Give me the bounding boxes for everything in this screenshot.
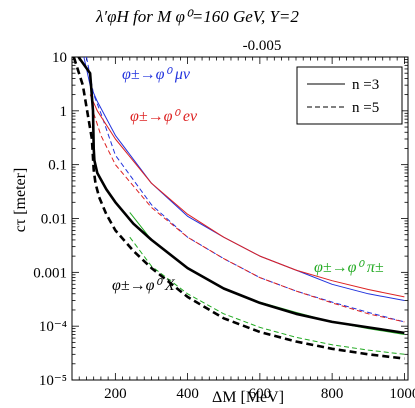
x-tick-label: 800	[321, 386, 344, 402]
series-line	[89, 94, 405, 298]
annotation: φ±→φ⁰ π±	[314, 259, 384, 276]
series-line	[77, 57, 405, 335]
x-tick-label: 600	[249, 386, 272, 402]
annotation: φ±→φ⁰ eν	[130, 108, 198, 125]
chart-title: λ′φH for M φ⁰=160 GeV, Y=2	[95, 7, 299, 26]
annotation: φ±→φ⁰ X	[112, 277, 176, 294]
annotation: φ±→φ⁰ μν	[122, 66, 191, 83]
x-tick-label: 400	[176, 386, 199, 402]
series-group	[72, 57, 405, 360]
x-tick-label: 200	[104, 386, 127, 402]
y-tick-label: 0.001	[33, 265, 67, 281]
legend-box	[296, 66, 403, 125]
y-tick-label: 1	[60, 104, 68, 120]
y-tick-label: 0.01	[41, 212, 67, 228]
legend: n =3 n =5	[296, 66, 403, 125]
y-tick-label: 10	[52, 50, 67, 66]
series-line	[129, 236, 405, 355]
y-tick-label: 10⁻⁴	[39, 319, 67, 335]
series-line	[83, 57, 405, 301]
x-axis-label: ΔM [MeV]	[212, 389, 284, 406]
legend-label: n =5	[352, 100, 379, 116]
series-line	[93, 113, 405, 323]
y-tick-label: 10⁻⁵	[39, 373, 67, 389]
y-tick-label: 0.1	[48, 158, 67, 174]
y-axis-label: cτ [meter]	[12, 168, 29, 233]
plot-area: 2004006008001000-0.005-0.01-0.015-0.0210…	[33, 38, 415, 402]
series-line	[72, 57, 405, 360]
top-tick-label: -0.005	[243, 38, 282, 54]
legend-label: n =3	[352, 77, 379, 93]
x-tick-label: 1000	[389, 386, 415, 402]
